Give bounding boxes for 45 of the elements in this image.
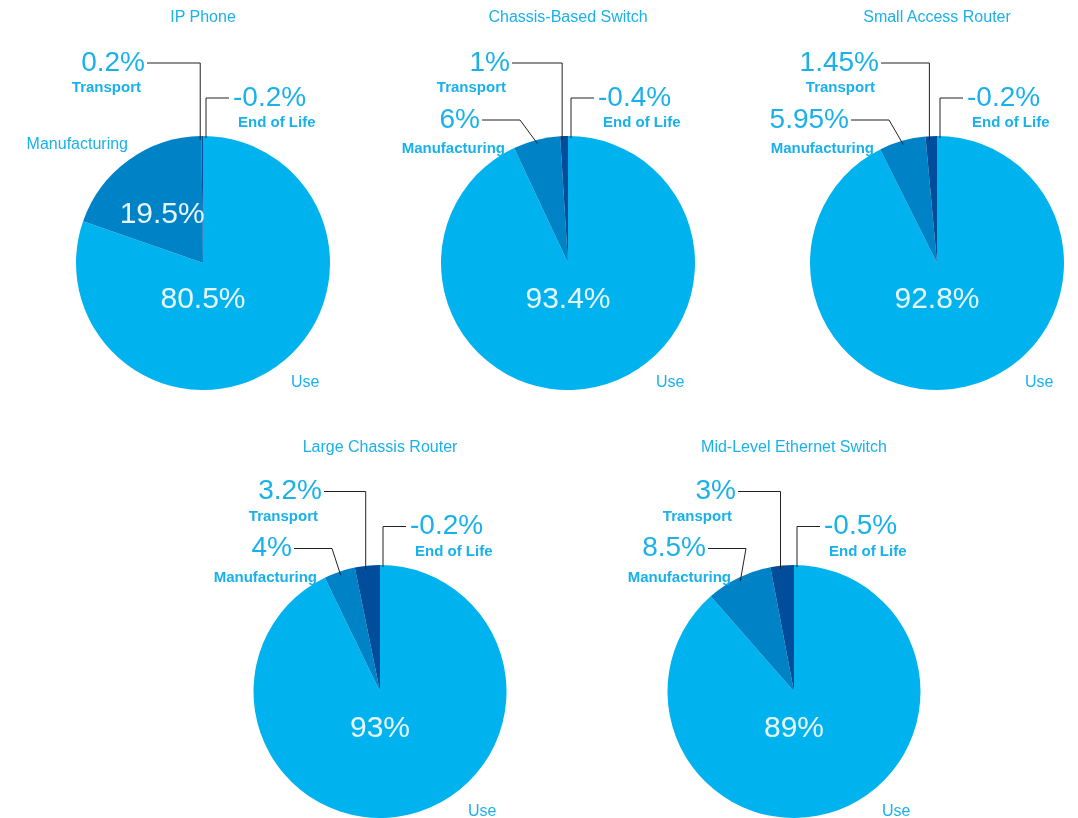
- data-label: 3%: [695, 474, 736, 506]
- data-label: 5.95%: [769, 102, 849, 134]
- text: -0.2%: [967, 80, 1041, 112]
- slice-label: Transport: [805, 78, 875, 96]
- data-label: 4%: [251, 531, 292, 563]
- slice-label: Manufacturing: [26, 135, 128, 153]
- slice-label: Manufacturing: [213, 567, 317, 585]
- slice-label: Manufacturing: [627, 567, 731, 585]
- data-label: 6%: [439, 102, 480, 134]
- data-label: 3.2%: [258, 474, 322, 506]
- text: -0.2%: [410, 509, 484, 541]
- text: End of Life: [829, 541, 907, 559]
- data-label: 1%: [469, 45, 510, 77]
- data-label: 93%: [349, 709, 411, 743]
- text: End of Life: [972, 113, 1050, 131]
- chart-title: Mid-Level Ethernet Switch: [701, 438, 887, 456]
- data-label: 8.5%: [642, 531, 706, 563]
- slice-label: Transport: [248, 506, 318, 524]
- slice-label: Transport: [71, 78, 141, 96]
- data-label: 80.5%: [160, 281, 246, 315]
- text: End of Life: [415, 541, 493, 559]
- text: End of Life: [238, 113, 316, 131]
- slice-label: Manufacturing: [401, 139, 505, 157]
- chart-title: Small Access Router: [863, 8, 1012, 26]
- text: -0.4%: [598, 80, 672, 112]
- slice-label: Use: [468, 801, 497, 818]
- slice-label: Use: [656, 373, 685, 391]
- data-label: 19.5%: [119, 195, 205, 229]
- data-label: 0.2%: [81, 45, 145, 77]
- chart-title: Large Chassis Router: [302, 438, 459, 456]
- data-label: 92.8%: [894, 281, 980, 315]
- chart-title: IP Phone: [170, 8, 236, 26]
- slice-label: Transport: [436, 78, 506, 96]
- data-label: 1.45%: [799, 45, 879, 77]
- text: End of Life: [603, 113, 681, 131]
- data-label: 89%: [763, 709, 825, 743]
- slice-label: Use: [882, 801, 911, 818]
- chart-title: Chassis-Based Switch: [488, 8, 648, 26]
- text: -0.2%: [233, 80, 307, 112]
- text: -0.5%: [824, 509, 898, 541]
- slice-label: Use: [291, 373, 320, 391]
- slice-label: Manufacturing: [770, 139, 874, 157]
- data-label: 93.4%: [525, 281, 611, 315]
- slice-label: Transport: [662, 506, 732, 524]
- slice-label: Use: [1025, 373, 1054, 391]
